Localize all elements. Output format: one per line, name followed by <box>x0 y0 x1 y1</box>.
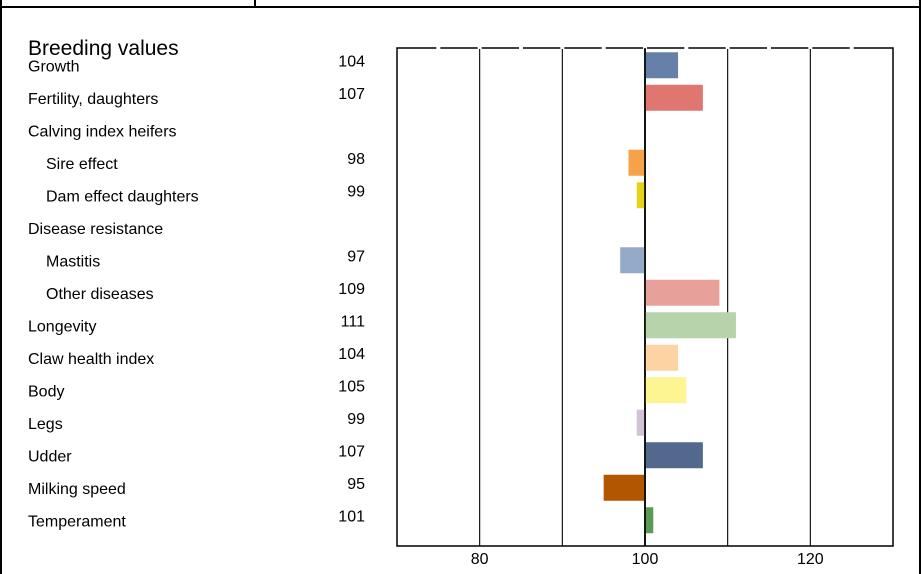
x-axis-tick-labels: 80 100 120 <box>471 551 824 568</box>
row-value: 97 <box>347 248 365 265</box>
bar-growth <box>645 52 679 79</box>
row-labels: Growth 104 Fertility, daughters 107 Calving … <box>28 53 365 530</box>
row-label: Body <box>28 383 64 400</box>
row-value: 111 <box>341 313 365 330</box>
row-label: Disease resistance <box>28 221 163 238</box>
row-label: Milking speed <box>28 481 126 498</box>
row-value: 98 <box>347 151 365 168</box>
row-label: Other diseases <box>46 286 154 303</box>
bar-mastitis <box>620 247 645 274</box>
row-label: Calving index heifers <box>28 123 177 140</box>
row-label: Temperament <box>28 513 126 530</box>
row-label: Longevity <box>28 318 97 335</box>
row-value: 109 <box>338 281 365 298</box>
bar-body <box>645 377 687 404</box>
bar-longevity <box>645 312 736 339</box>
bar-milking-speed <box>603 474 645 501</box>
row-value: 107 <box>338 86 365 103</box>
row-value: 101 <box>338 508 365 525</box>
x-tick-label: 120 <box>797 551 824 568</box>
row-value: 104 <box>338 346 365 363</box>
row-label: Claw health index <box>28 351 154 368</box>
x-tick-label: 80 <box>471 551 489 568</box>
row-value: 107 <box>338 443 365 460</box>
bar-udder <box>645 442 703 469</box>
row-value: 104 <box>338 53 365 70</box>
bar-sire-effect <box>628 149 645 176</box>
bar-claw-health-index <box>645 344 679 371</box>
row-label: Sire effect <box>46 156 118 173</box>
bar-dam-effect-daughters <box>636 182 645 209</box>
row-label: Dam effect daughters <box>46 188 199 205</box>
bar-legs <box>636 409 645 436</box>
row-label: Mastitis <box>46 253 100 270</box>
row-label: Growth <box>28 58 80 75</box>
row-label: Udder <box>28 448 72 465</box>
x-tick-label: 100 <box>632 551 659 568</box>
row-value: 99 <box>347 183 365 200</box>
bar-temperament <box>645 507 654 534</box>
bar-fertility-daughters <box>645 84 703 111</box>
plot-area <box>396 47 894 547</box>
row-label: Legs <box>28 416 63 433</box>
row-label: Fertility, daughters <box>28 91 158 108</box>
row-value: 95 <box>347 476 365 493</box>
row-value: 105 <box>338 378 365 395</box>
bar-other-diseases <box>645 279 720 306</box>
row-value: 99 <box>347 411 365 428</box>
chart-title: Breeding values <box>28 37 179 60</box>
